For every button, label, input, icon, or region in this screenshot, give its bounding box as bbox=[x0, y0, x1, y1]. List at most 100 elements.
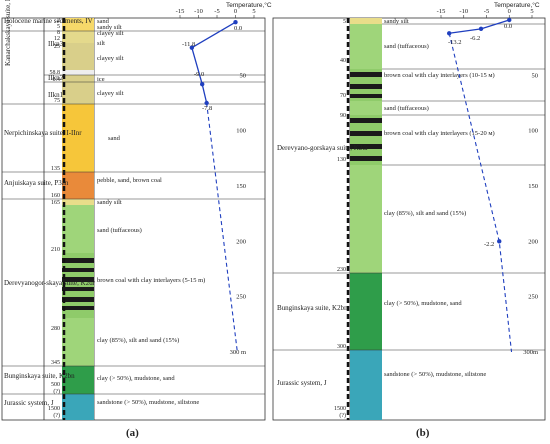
depth-b-2: 70 bbox=[340, 93, 346, 99]
formation-b-0: Derevyano-gorskaya suite, K2dr bbox=[277, 144, 369, 152]
depth-tick-a-3: 200 bbox=[236, 238, 246, 245]
litho-a-7: sand bbox=[108, 135, 121, 142]
temp-label-b-0: 0.0 bbox=[504, 23, 512, 30]
depth-a-16: 1500 bbox=[48, 406, 60, 412]
depth-tick-b-5: 300m bbox=[523, 349, 538, 356]
x-tick-label-b-1: -10 bbox=[459, 8, 468, 15]
temp-label-a-1: -11.8 bbox=[182, 41, 195, 48]
depth-tick-a-0: 50 bbox=[240, 72, 247, 79]
depth-a-8: 135 bbox=[51, 166, 60, 172]
caption-b: (b) bbox=[416, 427, 430, 439]
x-tick-label-a-3: 0 bbox=[234, 8, 237, 15]
data-point-a-2 bbox=[200, 81, 205, 87]
data-point-b-1 bbox=[478, 26, 484, 32]
formation-a-7: Derevyanogor-skaya suite, K2dr bbox=[4, 279, 96, 287]
x-tick-label-a-2: -5 bbox=[214, 8, 219, 15]
depth-tick-b-1: 100 bbox=[528, 128, 538, 135]
depth-a-14: 500 bbox=[51, 382, 60, 388]
litho-a-3: silt bbox=[97, 40, 105, 47]
litho-a-5: ice bbox=[97, 76, 105, 83]
depth-tick-b-3: 200 bbox=[528, 238, 538, 245]
temp-label-b-1: -13.2 bbox=[448, 39, 462, 46]
litho-a-8: pebble, sand, brown coal bbox=[97, 177, 162, 184]
x-tick-label-b-4: 5 bbox=[530, 8, 533, 15]
formation-a-8: Bunginskaya suite, K2bn bbox=[4, 372, 75, 380]
litho-a-14: sandstone (> 50%), mudstone, siltstone bbox=[97, 399, 199, 406]
extrapolated-curve-a bbox=[206, 102, 238, 353]
litho-a-10: sand (tuffaceous) bbox=[97, 227, 142, 234]
depth-a-0: 2 bbox=[57, 18, 60, 24]
litho-a-12: clay (85%), silt and sand (15%) bbox=[97, 337, 179, 344]
litho-b-5: clay (85%), silt and sand (15%) bbox=[384, 210, 466, 217]
depth-b-0: 5 bbox=[343, 19, 346, 25]
data-point-b-0 bbox=[507, 17, 512, 23]
depth-a-1: 5 bbox=[57, 24, 60, 30]
panel-a: Holocene marine sediments, IV Kanarchaks… bbox=[1, 0, 272, 439]
depth-tick-a-5: 300 m bbox=[230, 349, 246, 356]
formation-a-6: Anjuiskaya suite, P3an bbox=[4, 179, 69, 187]
lithology-column-a bbox=[62, 18, 94, 420]
litho-a-13: clay (> 50%), mudstone, sand bbox=[97, 375, 175, 382]
litho-b-4: brown coal with clay interlayers (15-20 … bbox=[384, 130, 495, 137]
depth-a-15: (?) bbox=[53, 388, 60, 395]
measured-curve-a bbox=[191, 21, 236, 104]
depth-a-9: 160 bbox=[51, 193, 60, 199]
formation-a-5: Nerpichinskaya suite, I-IInr bbox=[4, 129, 82, 137]
panel-b-frame bbox=[272, 17, 546, 421]
depth-b-1: 40 bbox=[340, 58, 346, 64]
depth-b-7: 1500 bbox=[334, 406, 346, 412]
depth-b-6: 300 bbox=[337, 344, 346, 350]
temp-label-a-0: 0.0 bbox=[234, 25, 242, 32]
litho-b-7: sandstone (> 50%), mudstone, siltstone bbox=[384, 371, 486, 378]
depth-b-5: 230 bbox=[337, 267, 346, 273]
measured-curve-b bbox=[449, 19, 510, 34]
axis-title-b: Temperature,°C bbox=[494, 1, 540, 9]
lithology-column-b bbox=[346, 18, 382, 420]
litho-b-3: sand (tuffaceous) bbox=[384, 105, 429, 112]
temp-label-b-3: -2.2 bbox=[484, 241, 494, 248]
temp-label-a-2: -9.0 bbox=[194, 71, 204, 78]
x-tick-label-a-1: -10 bbox=[194, 8, 203, 15]
x-tick-label-b-2: -5 bbox=[484, 8, 489, 15]
depth-a-2: 8 bbox=[57, 30, 60, 36]
formation-a-0: Holocene marine sediments, IV bbox=[4, 17, 93, 25]
data-point-a-1 bbox=[189, 45, 195, 50]
depth-tick-b-0: 50 bbox=[532, 72, 539, 79]
litho-a-9: sandy silt bbox=[97, 199, 122, 206]
litho-b-6: clay (> 50%), mudstone, sand bbox=[384, 300, 462, 307]
depth-a-10: 165 bbox=[51, 200, 60, 206]
litho-a-11: brown coal with clay interlayers (5-15 m… bbox=[97, 277, 205, 284]
panel-a-frame bbox=[1, 17, 266, 421]
depth-tick-a-2: 150 bbox=[236, 183, 246, 190]
formation-a-2: IIkn3 bbox=[48, 40, 64, 48]
litho-b-1: sand (tuffaceous) bbox=[384, 43, 429, 50]
axis-title-a: Temperature,°C bbox=[226, 1, 272, 9]
data-point-b-2 bbox=[446, 31, 452, 36]
depth-b-3: 90 bbox=[340, 113, 346, 119]
depth-a-13: 345 bbox=[51, 360, 60, 366]
data-point-a-3 bbox=[204, 100, 209, 106]
depth-tick-a-1: 100 bbox=[236, 128, 246, 135]
formation-a-1: Kanarchakskaya suite, IIkn bbox=[4, 0, 12, 66]
formation-b-2: Jurassic system, J bbox=[277, 379, 327, 387]
depth-a-3: 12 bbox=[54, 36, 60, 42]
formation-a-4: IIkn1 bbox=[48, 91, 64, 99]
depth-tick-a-4: 250 bbox=[236, 294, 246, 301]
x-tick-label-a-0: -15 bbox=[176, 8, 185, 15]
depth-a-5: 58.8 bbox=[50, 70, 61, 76]
depth-a-17: (?) bbox=[53, 412, 60, 419]
caption-a: (a) bbox=[126, 427, 139, 439]
formation-a-3: IIkn2 bbox=[48, 74, 64, 82]
depth-a-7: 75 bbox=[54, 98, 60, 104]
litho-a-0: sand bbox=[97, 18, 110, 25]
x-tick-label-b-3: 0 bbox=[508, 8, 511, 15]
x-tick-label-b-0: -15 bbox=[437, 8, 446, 15]
temp-label-a-3: -7.8 bbox=[202, 105, 212, 112]
litho-b-0: sandy silt bbox=[384, 18, 409, 25]
litho-a-1: sandy silt bbox=[97, 24, 122, 31]
data-point-b-3 bbox=[497, 239, 502, 244]
depth-b-4: 130 bbox=[337, 157, 346, 163]
depth-tick-b-2: 150 bbox=[528, 183, 538, 190]
formation-a-9: Jurassic system, J bbox=[4, 399, 54, 407]
